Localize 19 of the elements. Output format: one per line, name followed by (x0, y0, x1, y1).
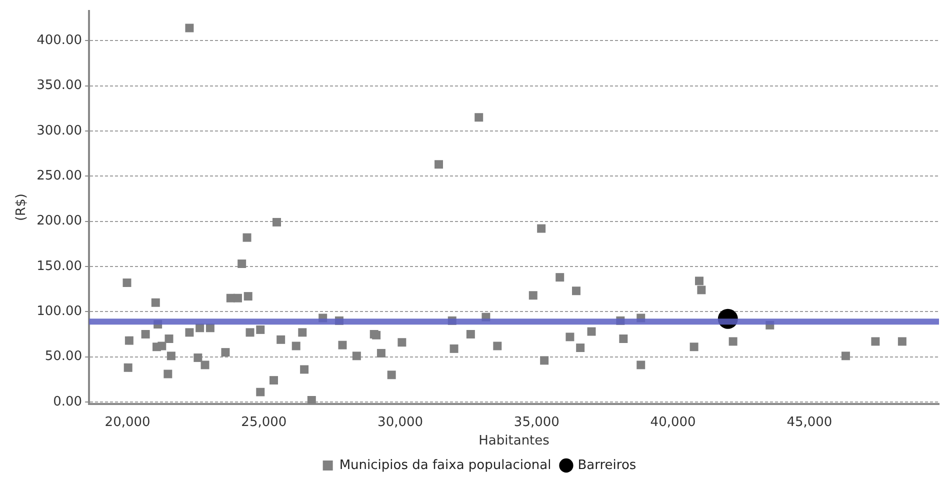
x-tick-label: 30,000 (378, 414, 424, 430)
legend-label: Barreiros (578, 458, 636, 473)
x-tick-label: 25,000 (241, 414, 287, 430)
y-tick-label: 0.00 (53, 394, 82, 410)
y-tick-label: 400.00 (36, 32, 82, 48)
y-tick-label: 50.00 (44, 349, 82, 364)
x-axis-title: Habitantes (478, 434, 550, 449)
x-tick-label: 35,000 (514, 414, 560, 430)
y-tick-label: 100.00 (36, 304, 82, 320)
y-tick-label: 200.00 (36, 214, 82, 229)
legend-label: Municipios da faixa populacional (339, 458, 552, 473)
y-tick-label: 250.00 (36, 168, 82, 184)
x-tick-label: 40,000 (650, 414, 696, 430)
y-tick-label: 300.00 (36, 123, 82, 138)
y-axis-title: (R$) (14, 194, 30, 222)
x-tick-label: 20,000 (104, 414, 150, 430)
y-tick-label: 350.00 (36, 78, 82, 94)
x-tick-label: 45,000 (786, 414, 832, 430)
y-tick-label: 150.00 (36, 258, 82, 274)
